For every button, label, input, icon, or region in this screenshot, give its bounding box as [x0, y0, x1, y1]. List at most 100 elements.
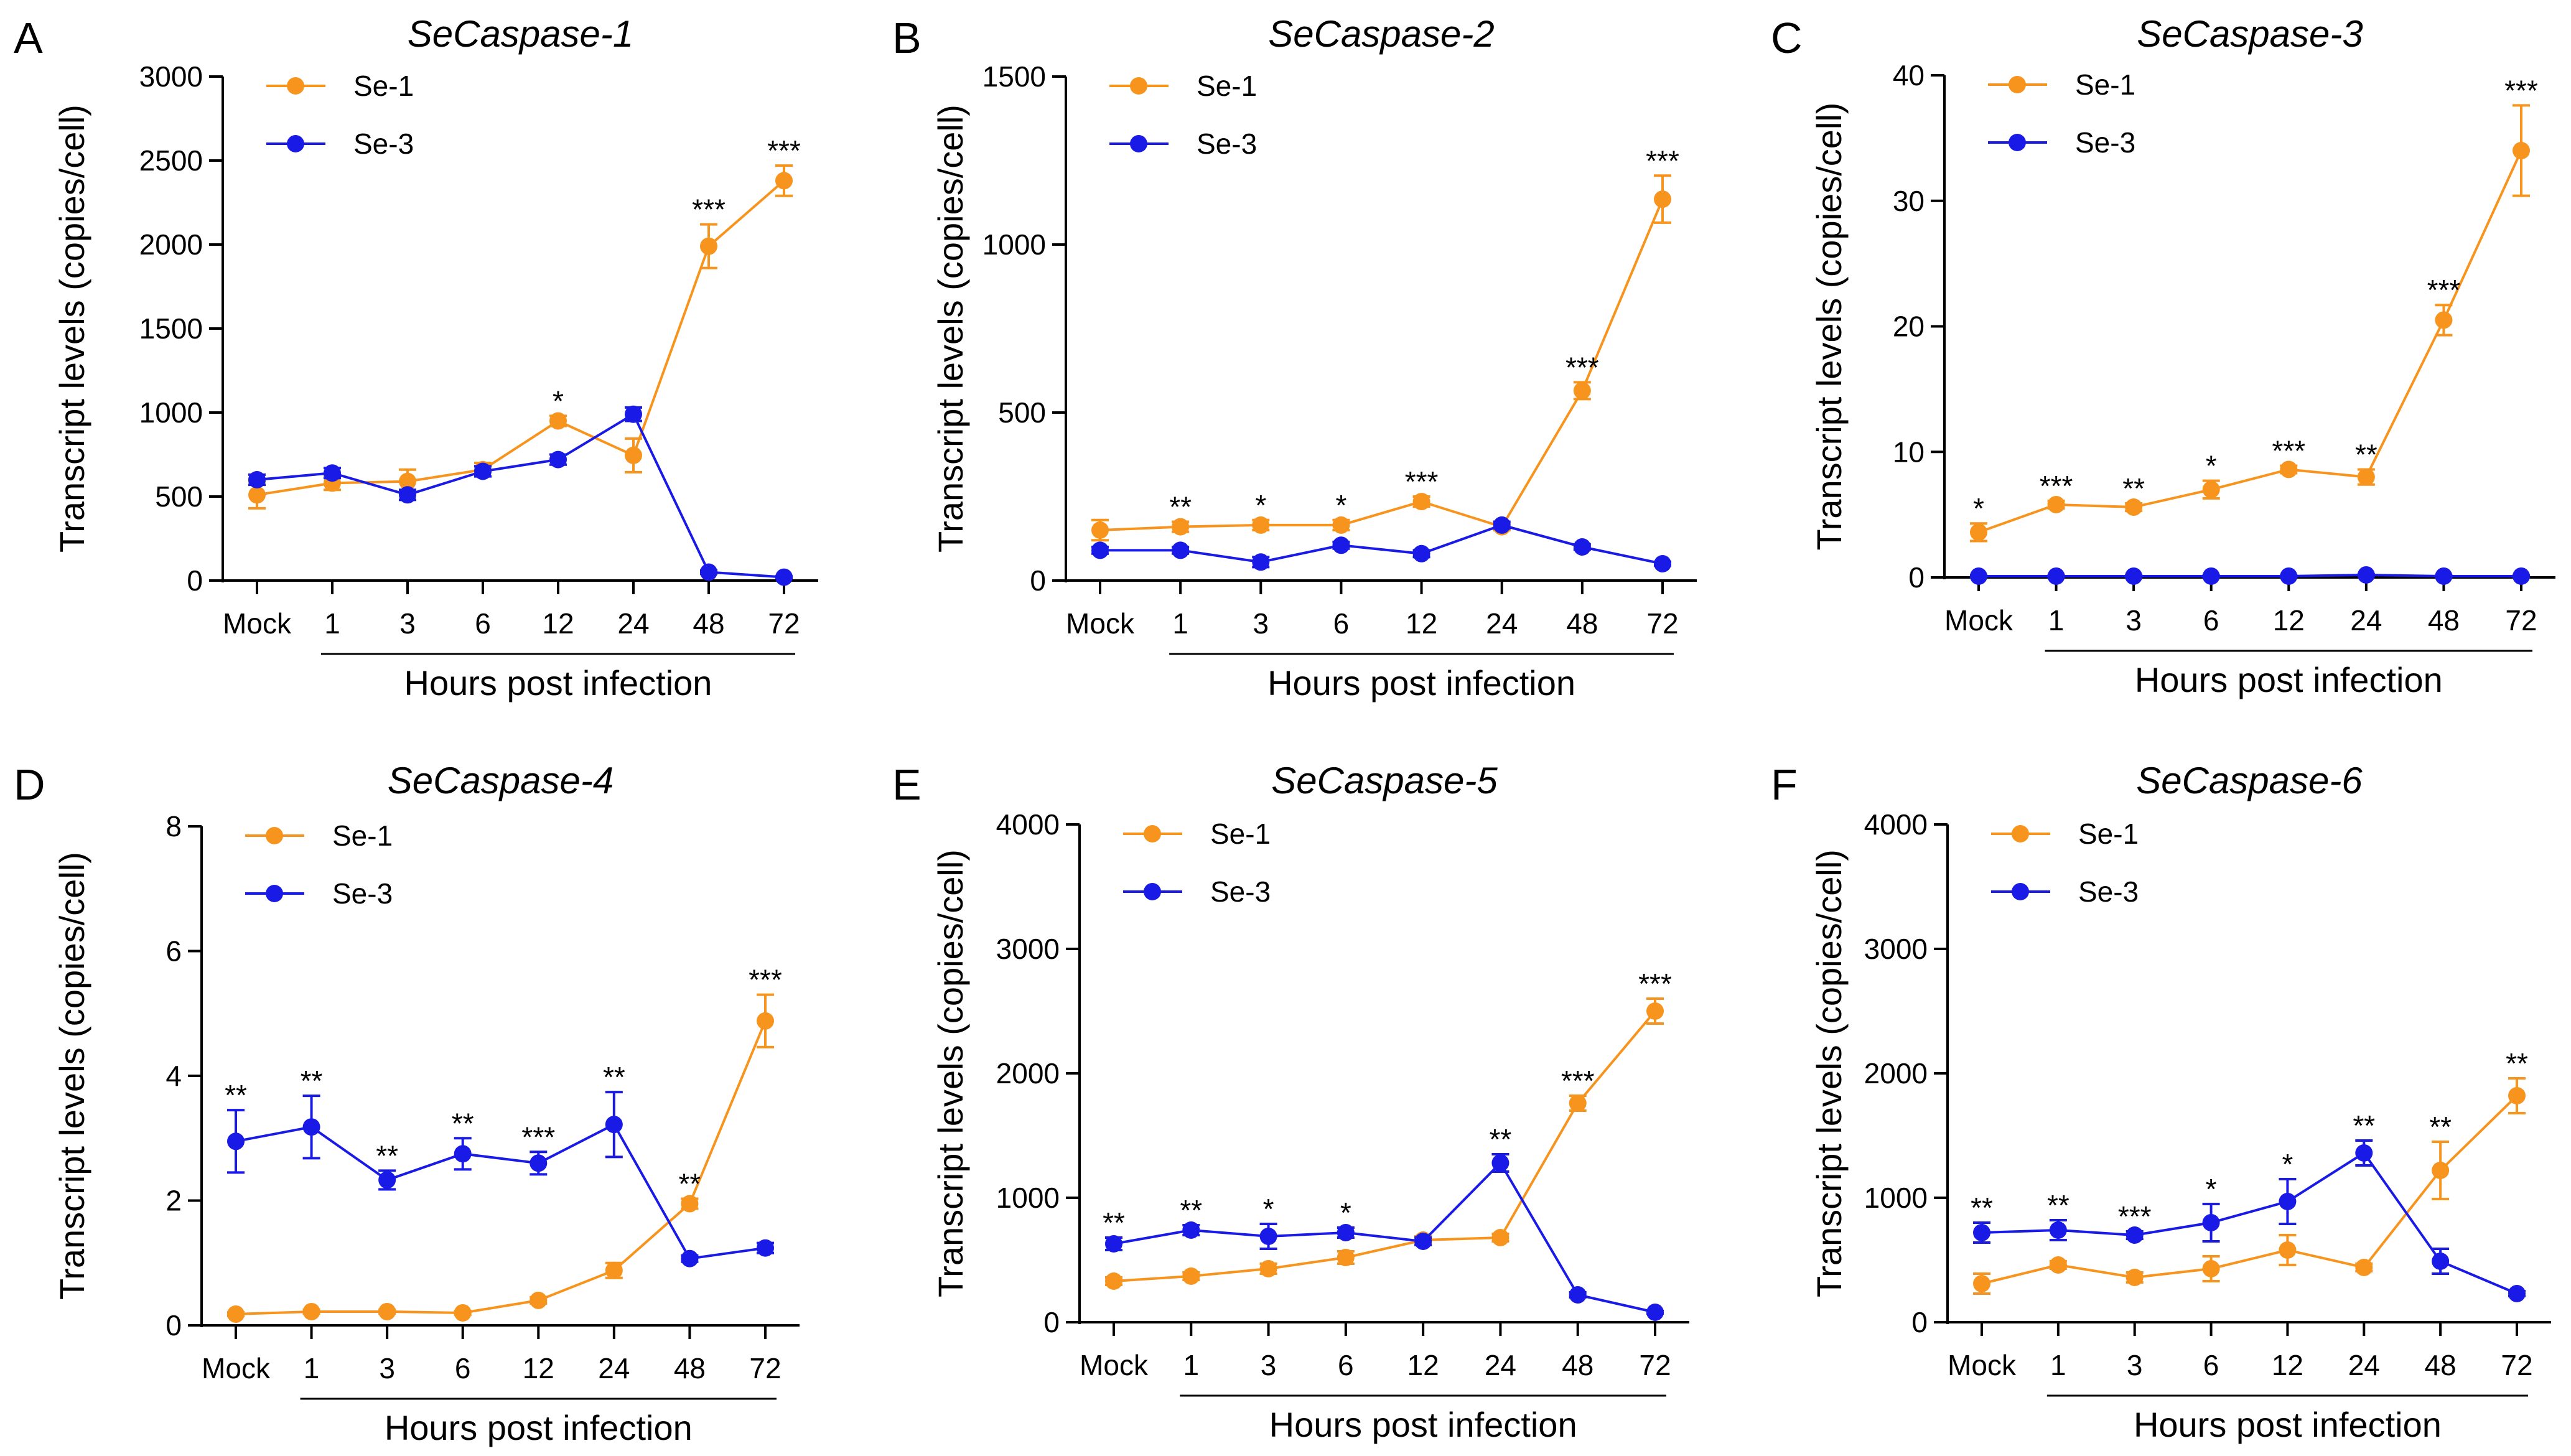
x-tick-label: 12	[523, 1352, 554, 1384]
y-axis-label: Transcript levels (copies/cell)	[1809, 103, 1849, 551]
data-point	[399, 486, 416, 504]
data-point	[2508, 1285, 2526, 1302]
x-tick-label: 72	[1639, 1349, 1671, 1381]
x-tick-label: 6	[1338, 1349, 1354, 1381]
x-tick-label: Mock	[1944, 604, 2013, 637]
y-tick-label: 4	[166, 1060, 182, 1092]
significance-label: *	[2206, 450, 2217, 482]
y-axis-label: Transcript levels (copies/cell)	[931, 105, 970, 553]
significance-label: ***	[749, 964, 782, 996]
significance-label: **	[2353, 1109, 2375, 1142]
legend-label: Se-3	[353, 128, 414, 160]
significance-label: **	[2047, 1189, 2069, 1221]
y-tick-label: 4000	[1864, 808, 1928, 841]
data-point	[775, 172, 793, 190]
x-tick-label: Mock	[1066, 607, 1135, 640]
data-point	[324, 464, 341, 482]
data-point	[2279, 1193, 2297, 1210]
chart-panel-f: F SeCaspase-6 0 1000 2000 3000 4000 Mock 1 3 6 12 24…	[1771, 760, 2551, 1444]
x-tick-label: Mock	[1080, 1349, 1149, 1381]
data-point	[1412, 493, 1430, 511]
data-point	[378, 1302, 396, 1320]
x-tick-label: 48	[1562, 1349, 1593, 1381]
x-tick-label: 48	[2428, 604, 2460, 637]
data-point	[2049, 1221, 2067, 1239]
chart-panel-c: C SeCaspase-3 0 10 20 30 40 Mock 1 3 6 12 24 48 72 Hour…	[1771, 13, 2555, 699]
x-tick-label: 48	[674, 1352, 706, 1384]
significance-label: ***	[767, 134, 801, 167]
chart-title: SeCaspase-5	[1271, 760, 1498, 801]
legend-marker	[1130, 77, 1147, 95]
legend-label: Se-1	[1210, 818, 1271, 850]
data-point	[2280, 460, 2298, 478]
y-tick-label: 2	[166, 1185, 182, 1217]
legend-marker	[1130, 135, 1147, 152]
y-tick-label: 30	[1893, 185, 1925, 217]
x-tick-label: 24	[1485, 1349, 1516, 1381]
series-se-1	[248, 164, 793, 510]
x-axis-label: Hours post infection	[1267, 663, 1575, 702]
legend-marker	[1144, 883, 1161, 900]
data-point	[2435, 567, 2453, 585]
data-point	[2125, 498, 2143, 516]
data-point	[757, 1239, 774, 1257]
y-axis-label: Transcript levels (copies/cell)	[52, 852, 91, 1300]
data-point	[2202, 567, 2220, 585]
y-tick-label: 1000	[1864, 1182, 1928, 1214]
chart-title: SeCaspase-1	[408, 13, 634, 55]
data-point	[1654, 555, 1671, 572]
x-tick-label: 72	[1646, 607, 1678, 640]
x-tick-label: 24	[617, 607, 649, 640]
legend-label: Se-1	[2075, 68, 2135, 101]
data-point	[2047, 495, 2065, 513]
data-point	[248, 471, 266, 488]
data-point	[2508, 1087, 2526, 1104]
significance-label: **	[452, 1107, 474, 1139]
data-point	[2049, 1256, 2067, 1274]
legend-label: Se-3	[1197, 128, 1257, 160]
significance-label: *	[1340, 1197, 1351, 1229]
panel-letter: C	[1771, 14, 1803, 62]
x-tick-label: 24	[2348, 1349, 2380, 1381]
significance-label: *	[1973, 492, 1984, 525]
significance-label: ***	[2504, 74, 2538, 106]
y-tick-label: 1000	[139, 396, 203, 429]
x-axis-label: Hours post infection	[2134, 1405, 2442, 1444]
data-point	[2279, 1241, 2297, 1259]
x-tick-label: 3	[2125, 604, 2142, 637]
data-point	[2432, 1162, 2450, 1179]
x-tick-label: 3	[1253, 607, 1269, 640]
x-tick-label: 72	[749, 1352, 781, 1384]
significance-label: *	[1255, 489, 1266, 521]
series-se-3	[1973, 1139, 2526, 1302]
legend-marker	[287, 135, 304, 152]
y-tick-label: 0	[1908, 561, 1925, 594]
data-point	[1337, 1224, 1355, 1241]
y-tick-label: 8	[166, 810, 182, 842]
y-tick-label: 2000	[139, 228, 203, 261]
data-point	[1491, 1229, 1509, 1246]
data-point	[2513, 567, 2530, 585]
data-point	[2513, 142, 2530, 160]
significance-label: **	[301, 1065, 323, 1097]
data-point	[1172, 518, 1190, 536]
data-point	[2357, 468, 2375, 486]
data-point	[2125, 567, 2143, 585]
chart-panel-e: E SeCaspase-5 0 1000 2000 3000 4000 Mock 1 3 6 12 24…	[892, 760, 1689, 1444]
data-point	[378, 1171, 396, 1189]
chart-title: SeCaspase-2	[1268, 13, 1495, 55]
x-tick-label: 24	[1486, 607, 1518, 640]
data-point	[757, 1012, 774, 1030]
x-tick-label: 3	[2127, 1349, 2143, 1381]
y-tick-label: 3000	[139, 60, 203, 93]
data-point	[625, 446, 642, 464]
data-point	[681, 1249, 699, 1267]
data-point	[2280, 567, 2298, 585]
y-tick-label: 1000	[996, 1182, 1060, 1214]
data-point	[1105, 1272, 1122, 1290]
data-point	[248, 486, 266, 504]
legend-label: Se-3	[2075, 126, 2135, 159]
significance-label: ***	[1405, 465, 1439, 498]
data-point	[1105, 1235, 1122, 1253]
